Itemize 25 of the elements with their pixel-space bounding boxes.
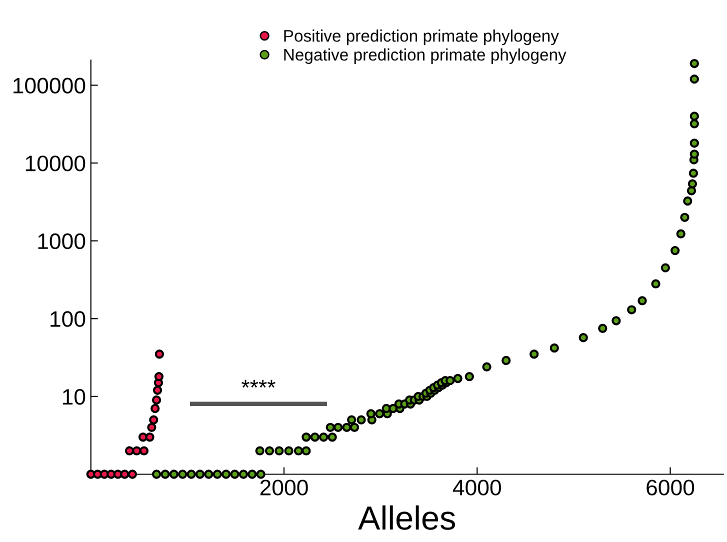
y-tick-label: 1000 [38,233,86,250]
point [132,446,142,456]
y-tick-label: 10000 [26,156,86,172]
x-tick-label: 6000 [646,480,694,496]
legend-label: Negative prediction primate phylogeny [284,48,566,64]
point [128,470,137,479]
annotation: **** [242,380,276,388]
point [124,446,134,456]
legend-label: Positive prediction primate phylogeny [284,30,559,46]
point [152,395,162,405]
x-tick-label: 4000 [452,480,501,496]
point [145,432,154,442]
y-tick-label: 100000 [14,78,86,94]
point [149,415,158,424]
point [152,386,162,395]
x-axis-title: Alleles [358,505,456,530]
y-tick-label: 10 [62,388,86,405]
point [120,470,130,479]
point [154,350,164,359]
point [154,372,164,382]
point [147,422,156,432]
point [150,404,160,414]
y-tick-label: 100 [50,311,86,327]
x-tick-label: 2000 [260,480,308,496]
point [139,446,149,456]
